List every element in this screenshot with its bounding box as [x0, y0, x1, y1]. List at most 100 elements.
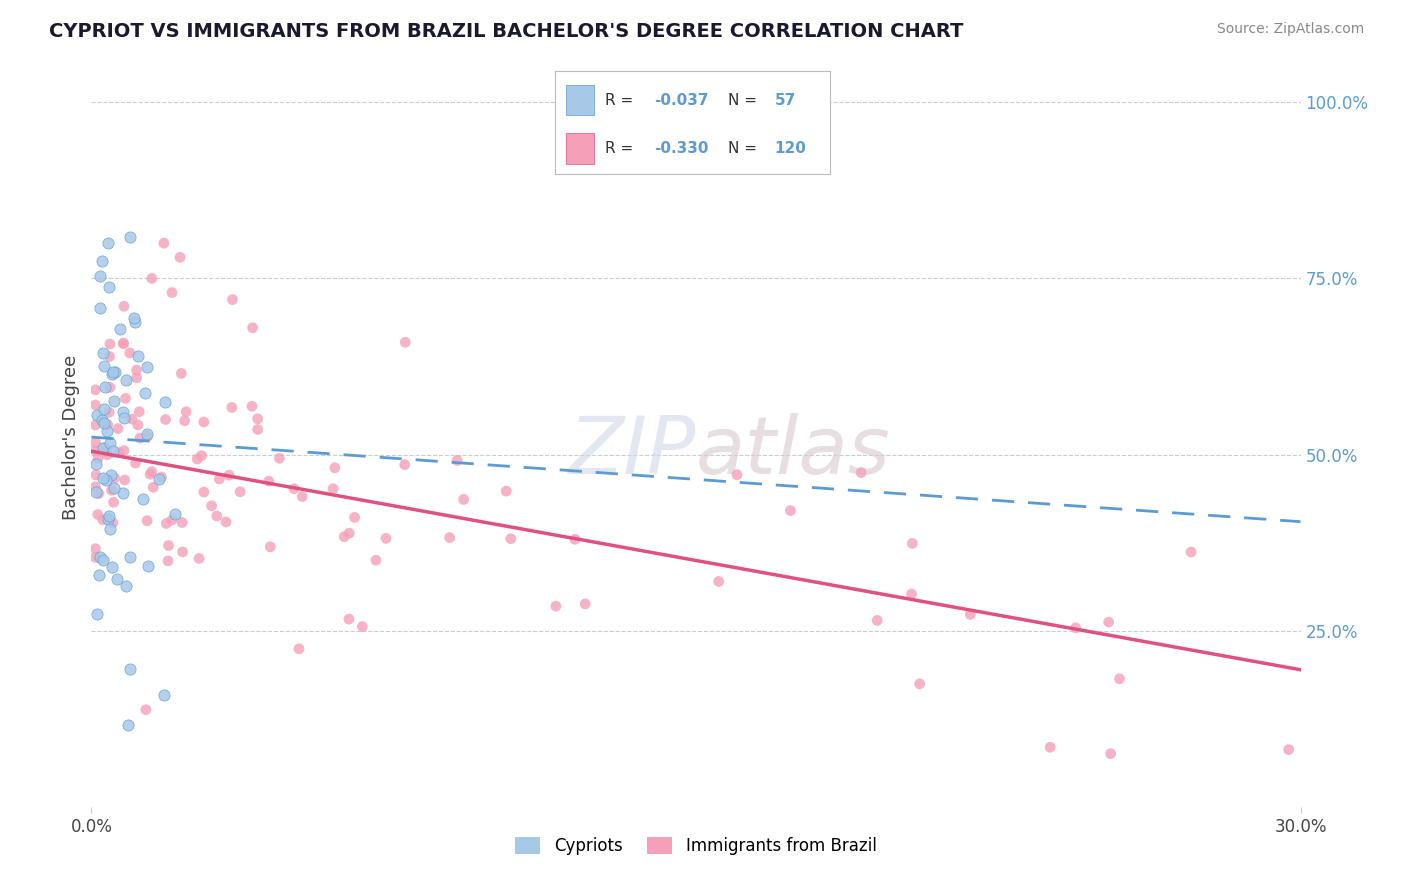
Point — [87, 486, 110, 500]
Point — [160, 513, 183, 527]
Point — [136, 558, 159, 573]
Point — [112, 411, 135, 425]
Point — [114, 473, 136, 487]
Point — [142, 480, 165, 494]
Text: R =: R = — [605, 93, 638, 108]
Point — [93, 401, 115, 416]
Point — [112, 336, 135, 351]
Point — [453, 492, 475, 507]
Point — [84, 443, 107, 458]
Point — [112, 299, 135, 313]
Point — [98, 436, 121, 450]
Point — [121, 412, 143, 426]
Point — [200, 499, 222, 513]
Point — [87, 451, 110, 466]
Point — [394, 458, 416, 472]
Text: N =: N = — [728, 93, 762, 108]
Point — [111, 405, 134, 419]
Point — [193, 415, 215, 429]
Point — [117, 717, 139, 731]
Point — [101, 368, 124, 382]
Point — [104, 471, 127, 485]
Point — [246, 412, 269, 426]
Point — [291, 490, 314, 504]
Point — [93, 442, 115, 456]
Point — [139, 467, 162, 482]
Point — [352, 619, 374, 633]
Point — [93, 441, 115, 455]
Point — [89, 268, 111, 283]
Point — [193, 485, 215, 500]
Point — [141, 271, 163, 285]
Point — [104, 366, 127, 380]
Point — [100, 483, 122, 498]
Point — [128, 405, 150, 419]
Point — [157, 539, 180, 553]
Point — [269, 451, 291, 466]
Point — [163, 507, 186, 521]
Point — [112, 443, 135, 458]
Point — [103, 365, 125, 379]
Point — [242, 320, 264, 334]
Point — [103, 394, 125, 409]
Point — [89, 301, 111, 315]
Text: ZIP: ZIP — [568, 413, 696, 491]
Point — [155, 395, 177, 409]
Point — [257, 474, 280, 488]
Point — [118, 346, 141, 360]
Text: R =: R = — [605, 141, 638, 156]
Point — [148, 472, 170, 486]
Point — [114, 392, 136, 406]
Point — [108, 445, 131, 459]
Point — [127, 417, 149, 432]
Point — [89, 550, 111, 565]
Point — [125, 363, 148, 377]
Point — [97, 509, 120, 524]
Point — [111, 486, 134, 500]
Point — [288, 641, 311, 656]
Point — [101, 444, 124, 458]
Point — [173, 414, 195, 428]
Point — [866, 614, 889, 628]
Point — [94, 444, 117, 458]
Point — [1098, 615, 1121, 629]
Point — [131, 491, 153, 506]
Point — [574, 597, 596, 611]
Point — [221, 401, 243, 415]
Point — [779, 503, 801, 517]
Point — [122, 310, 145, 325]
Point — [333, 530, 356, 544]
Point — [190, 449, 212, 463]
Point — [114, 579, 136, 593]
Point — [115, 373, 138, 387]
Point — [124, 315, 146, 329]
Point — [84, 435, 107, 450]
Point — [84, 541, 107, 556]
Point — [86, 607, 108, 621]
Point — [100, 522, 122, 536]
Text: CYPRIOT VS IMMIGRANTS FROM BRAZIL BACHELOR'S DEGREE CORRELATION CHART: CYPRIOT VS IMMIGRANTS FROM BRAZIL BACHEL… — [49, 22, 963, 41]
Text: Source: ZipAtlas.com: Source: ZipAtlas.com — [1216, 22, 1364, 37]
Point — [125, 371, 148, 385]
Point — [98, 337, 121, 351]
Point — [174, 405, 197, 419]
Point — [155, 412, 177, 426]
Point — [323, 460, 346, 475]
Point — [97, 512, 120, 526]
Point — [908, 677, 931, 691]
Point — [136, 360, 159, 375]
Point — [107, 421, 129, 435]
Point — [84, 484, 107, 499]
Point — [229, 484, 252, 499]
Point — [112, 336, 135, 351]
Point — [208, 472, 231, 486]
Point — [135, 703, 157, 717]
Point — [169, 250, 191, 264]
Point — [155, 516, 177, 531]
Point — [499, 532, 522, 546]
Point — [343, 510, 366, 524]
Point — [172, 545, 194, 559]
Point — [218, 468, 240, 483]
Point — [900, 587, 922, 601]
Point — [98, 405, 121, 419]
